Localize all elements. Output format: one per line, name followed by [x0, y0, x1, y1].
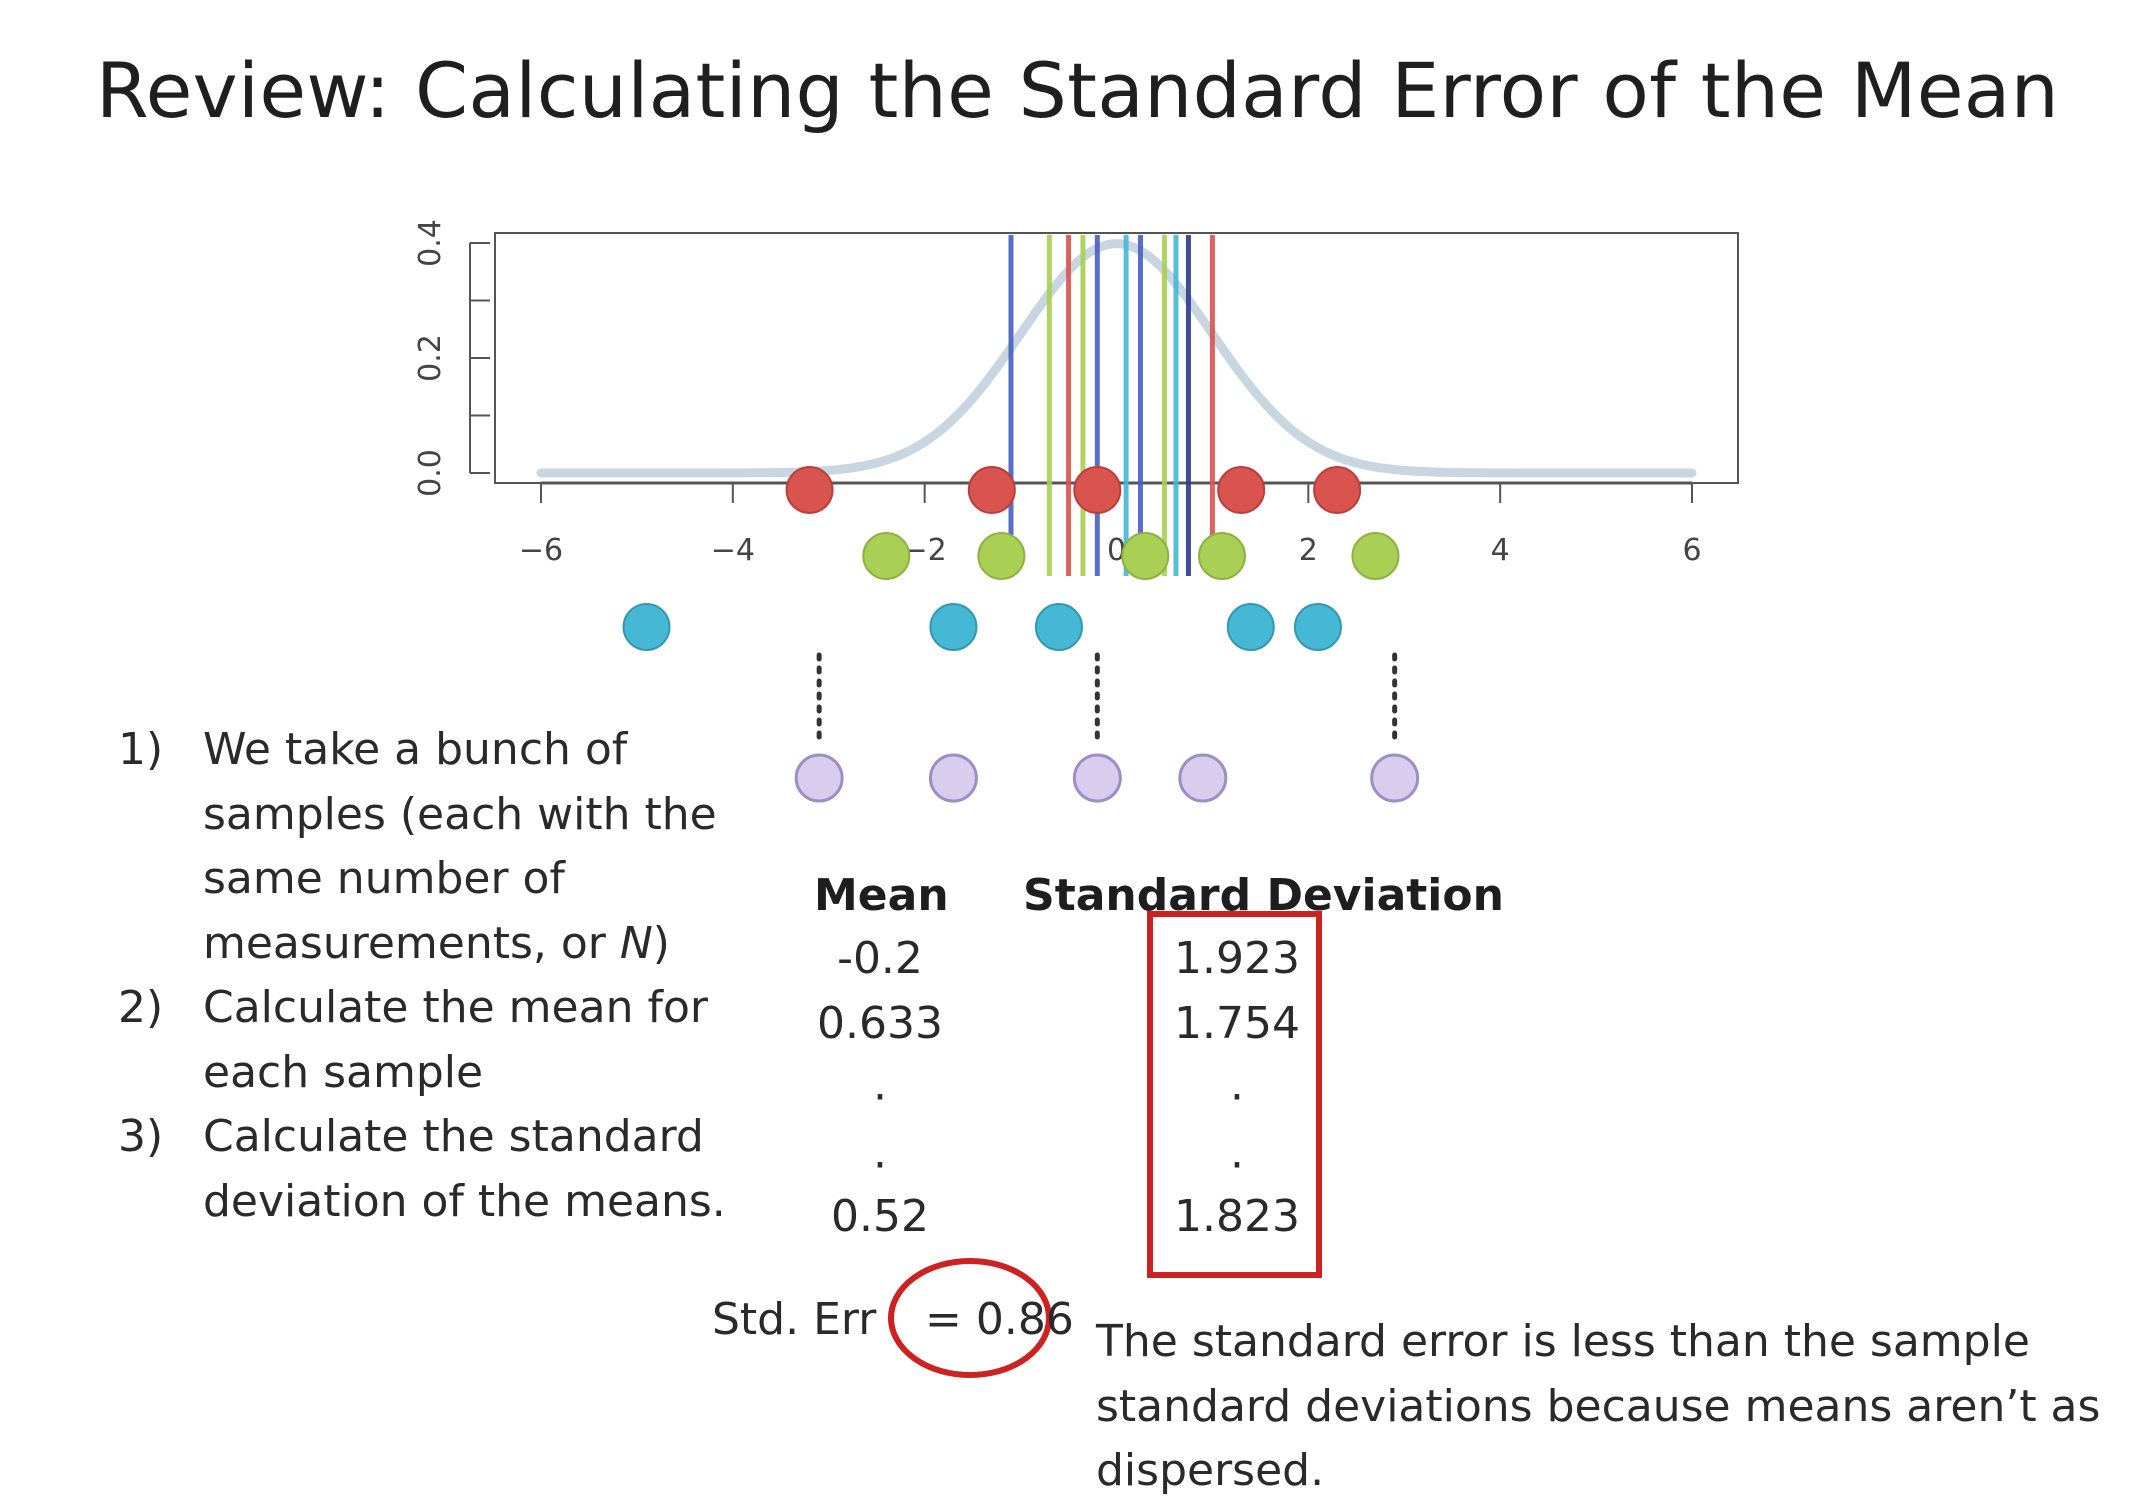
step-number: 2) [118, 982, 164, 1033]
x-tick-label: −6 [519, 533, 563, 568]
step-text-end: ) [652, 917, 670, 969]
sd-value: 1.823 [1174, 1191, 1300, 1242]
density-curve [536, 239, 1697, 478]
x-tick-label: 2 [1299, 533, 1318, 568]
plot-frame [494, 232, 1739, 484]
x-tick-label: 4 [1491, 533, 1510, 568]
blue-sample-point [929, 603, 978, 651]
stderr-label: Std. Err [712, 1294, 877, 1345]
green-sample-point [1198, 532, 1247, 580]
mean-header: Mean [814, 870, 949, 921]
red-sample-point [785, 466, 834, 514]
sample-points [622, 466, 1420, 803]
step-text: Calculate the mean for each sample [203, 982, 708, 1098]
mean-value: 0.52 [831, 1191, 929, 1242]
ellipsis-dot: · [1230, 1140, 1244, 1191]
step-2: 2) Calculate the mean for each sample [118, 976, 738, 1105]
x-tick-label: 6 [1682, 533, 1701, 568]
sd-highlight-box [1147, 911, 1322, 1278]
x-tick-label: −2 [903, 533, 947, 568]
mean-value: 0.633 [817, 998, 943, 1049]
explanation-note: The standard error is less than the samp… [1096, 1316, 2101, 1496]
sd-value: 1.923 [1174, 933, 1300, 984]
step-text: Calculate the standard deviation of the … [203, 1111, 726, 1227]
red-sample-point [1217, 466, 1266, 514]
ellipsis-dot: · [873, 1072, 887, 1123]
steps-list: 1) We take a bunch of samples (each with … [118, 718, 738, 1234]
step-3: 3) Calculate the standard deviation of th… [118, 1105, 738, 1234]
step-1: 1) We take a bunch of samples (each with … [118, 718, 738, 976]
green-sample-point [977, 532, 1026, 580]
green-sample-point [862, 532, 911, 580]
mean-point [1370, 753, 1420, 803]
x-tick-label: 0 [1107, 533, 1126, 568]
mean-point [794, 753, 844, 803]
blue-sample-point [1226, 603, 1275, 651]
red-sample-point [967, 466, 1016, 514]
ellipsis-dot: · [873, 1140, 887, 1191]
highlight-marks [888, 911, 1322, 1378]
y-tick-label: 0.0 [413, 449, 448, 497]
stderr-value: = 0.86 [925, 1294, 1074, 1345]
red-sample-point [1313, 466, 1362, 514]
step-number: 1) [118, 724, 164, 775]
y-tick-label: 0.2 [413, 334, 448, 382]
blue-sample-point [1034, 603, 1083, 651]
green-sample-point [1121, 532, 1170, 580]
ellipsis-dot: · [1230, 1072, 1244, 1123]
stderr-highlight-circle [888, 1258, 1052, 1378]
sd-header: Standard Deviation [1023, 870, 1504, 921]
density-plot: −6 −4 −2 0 2 4 6 0.0 0.2 0.4 [413, 219, 1739, 576]
step-text: We take a bunch of samples (each with th… [203, 724, 717, 969]
slide-title: Review: Calculating the Standard Error o… [95, 46, 2060, 135]
blue-sample-point [622, 603, 671, 651]
sd-value: 1.754 [1174, 998, 1300, 1049]
blue-sample-point [1293, 603, 1342, 651]
y-tick-label: 0.4 [413, 219, 448, 267]
step-emphasis: N [619, 917, 653, 969]
green-sample-point [1351, 532, 1400, 580]
red-sample-point [1073, 466, 1122, 514]
step-number: 3) [118, 1111, 164, 1162]
x-tick-label: −4 [711, 533, 755, 568]
mean-point [1072, 753, 1122, 803]
mean-point [1178, 753, 1228, 803]
mean-point [928, 753, 978, 803]
mean-value: -0.2 [837, 933, 923, 984]
